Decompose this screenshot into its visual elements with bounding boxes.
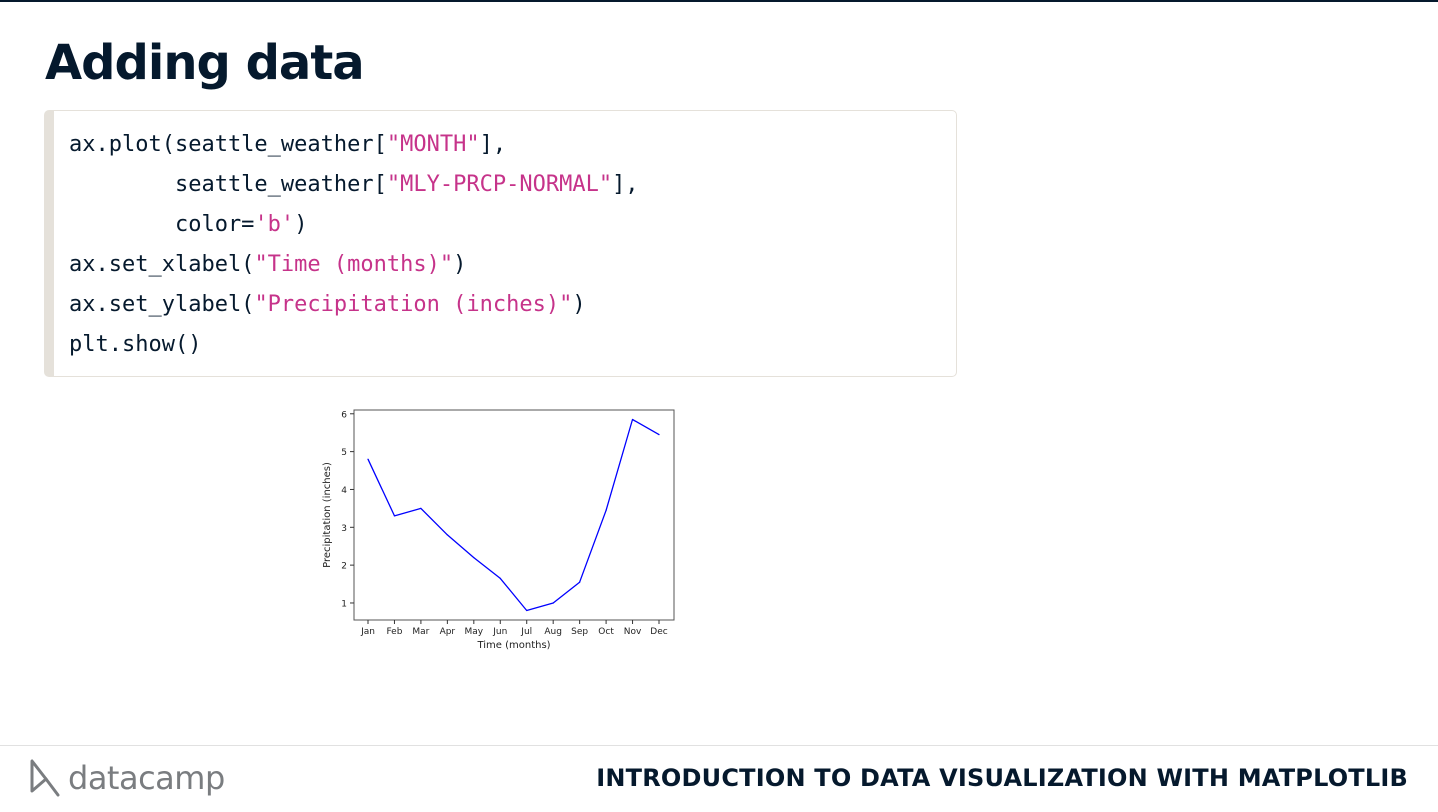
chart: 1 2 3 4 5 6 Jan Feb Mar Apr May Jun Jul Aug Sep Oct Nov D… xyxy=(316,402,682,654)
code-string-token: "MONTH" xyxy=(386,132,480,157)
x-tick-label: Jul xyxy=(520,627,532,637)
x-axis-label: Time (months) xyxy=(476,640,550,651)
code-token: ) xyxy=(453,252,467,277)
data-point xyxy=(367,458,369,460)
code-string-token: "Precipitation (inches)" xyxy=(254,292,573,317)
data-point xyxy=(393,515,396,517)
code-line: color='b') xyxy=(69,205,639,245)
code-line: ax.plot(seattle_weather["MONTH"], xyxy=(69,125,639,165)
datacamp-logo[interactable]: datacamp xyxy=(28,757,225,799)
y-tick-label: 4 xyxy=(341,486,347,496)
x-tick-label: Dec xyxy=(650,627,667,637)
code-token: seattle_weather[ xyxy=(69,172,387,197)
x-tick-label: Oct xyxy=(598,627,614,637)
data-point xyxy=(526,609,528,612)
x-tick-label: Nov xyxy=(624,627,642,637)
data-point xyxy=(631,418,634,421)
data-point xyxy=(420,507,422,509)
code-line: seattle_weather["MLY-PRCP-NORMAL"], xyxy=(69,165,639,205)
code-token: ) xyxy=(572,292,586,317)
y-tick-label: 3 xyxy=(341,524,347,534)
series-line xyxy=(367,418,660,612)
top-rule xyxy=(0,0,1438,2)
code-token: ) xyxy=(294,212,308,237)
code-token: color= xyxy=(69,212,255,237)
data-point xyxy=(473,556,475,559)
code-token: ax.set_xlabel( xyxy=(69,252,255,277)
footer-rule xyxy=(0,745,1438,746)
logo-text: datacamp xyxy=(68,759,225,797)
data-point xyxy=(579,581,581,583)
x-tick-label: Mar xyxy=(412,627,429,637)
code-block: ax.plot(seattle_weather["MONTH"], seattl… xyxy=(44,110,957,377)
plot-frame xyxy=(353,409,675,621)
code-token: plt.show() xyxy=(69,332,202,357)
x-tick-label: May xyxy=(465,627,484,637)
data-point xyxy=(605,509,607,511)
y-tick-label: 5 xyxy=(341,448,347,458)
code-line: ax.set_xlabel("Time (months)") xyxy=(69,245,639,285)
y-tick-label: 6 xyxy=(341,410,347,420)
y-axis-label: Precipitation (inches) xyxy=(322,462,333,568)
code-string-token: "MLY-PRCP-NORMAL" xyxy=(386,172,613,197)
code-token: ], xyxy=(479,132,507,157)
x-tick-label: Aug xyxy=(544,627,562,637)
code-line: ax.set_ylabel("Precipitation (inches)") xyxy=(69,285,639,325)
data-point xyxy=(658,433,660,436)
code-string-token: 'b' xyxy=(254,212,295,237)
code-token: ax.plot(seattle_weather[ xyxy=(69,132,387,157)
x-tick-label: Feb xyxy=(386,627,402,637)
x-tick-label: Jan xyxy=(360,627,375,637)
course-title: INTRODUCTION TO DATA VISUALIZATION WITH … xyxy=(596,764,1408,792)
data-point xyxy=(499,577,501,579)
code-token: ], xyxy=(612,172,639,197)
line-chart: 1 2 3 4 5 6 Jan Feb Mar Apr May Jun Jul Aug Sep Oct Nov D… xyxy=(322,409,675,651)
data-point xyxy=(552,602,554,604)
y-tick-label: 2 xyxy=(341,562,347,572)
slide-title: Adding data xyxy=(45,35,365,91)
x-tick-label: Apr xyxy=(440,627,456,637)
x-tick-label: Sep xyxy=(571,627,588,637)
datacamp-logo-icon xyxy=(30,759,60,797)
code-string-token: "Time (months)" xyxy=(254,252,454,277)
x-tick-label: Jun xyxy=(492,627,507,637)
y-tick-label: 1 xyxy=(341,599,347,609)
code-line: plt.show() xyxy=(69,325,639,365)
code-token: ax.set_ylabel( xyxy=(69,292,255,317)
code-text: ax.plot(seattle_weather["MONTH"], seattl… xyxy=(69,125,639,365)
data-point xyxy=(446,534,448,536)
